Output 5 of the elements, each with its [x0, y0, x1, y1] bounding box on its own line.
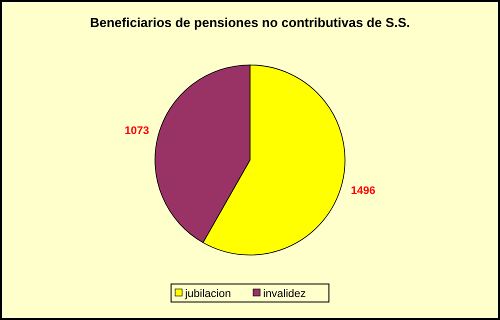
legend-label: invalidez — [263, 288, 306, 300]
legend-label: jubilacion — [184, 288, 231, 300]
data-label: 1073 — [124, 125, 150, 138]
chart-title: Beneficiarios de pensiones no contributivas de S.S. — [90, 15, 410, 30]
data-label: 1496 — [350, 184, 376, 197]
